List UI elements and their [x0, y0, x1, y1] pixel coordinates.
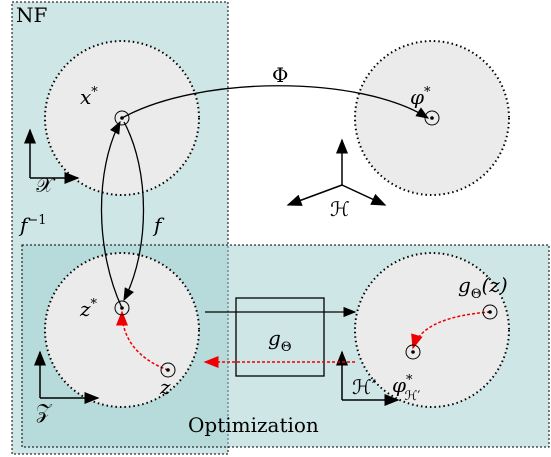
label-base: z [159, 375, 171, 399]
label: z* [79, 297, 98, 321]
label-base: Φ [272, 63, 288, 87]
point-dots [120, 116, 492, 372]
label-sup: −1 [27, 213, 46, 228]
label: ℋ′ [352, 375, 377, 399]
optimization-paths [116, 310, 491, 371]
label-sup: * [91, 85, 98, 100]
label: 𝒳 [36, 173, 56, 197]
label: φ* [410, 85, 431, 109]
label-sup: * [424, 85, 431, 100]
label-sub: ℋ′ [405, 389, 421, 404]
label-sup: * [406, 373, 413, 388]
label: gΘ(z) [458, 273, 508, 302]
label: 𝒵 [36, 399, 53, 423]
label-sup: * [91, 297, 98, 312]
label-base: x [80, 85, 91, 109]
label-sub: Θ [281, 340, 292, 355]
label-base: 𝒵 [36, 399, 53, 423]
label: φ* ℋ′ [392, 373, 420, 404]
label: ℋ [330, 197, 350, 221]
label-base: z [79, 297, 91, 321]
label-base: φ [410, 85, 424, 109]
label: x* [80, 85, 98, 109]
axes [24, 128, 400, 406]
label-base: g [458, 273, 471, 297]
label-sub: Θ [471, 287, 482, 302]
label-base: g [268, 326, 281, 350]
points [114, 110, 498, 378]
nf-label: NF [16, 3, 48, 27]
label: z [159, 375, 171, 399]
label-base: ℋ′ [352, 375, 377, 399]
label-base: φ [392, 373, 406, 397]
arrows [100, 85, 430, 377]
label: gΘ [268, 326, 291, 355]
label-base: 𝒳 [36, 173, 56, 197]
label-tail: (z) [481, 273, 507, 297]
optimization-label: Optimization [188, 413, 319, 437]
label-base: ℋ [330, 197, 350, 221]
label: Φ [272, 63, 288, 87]
